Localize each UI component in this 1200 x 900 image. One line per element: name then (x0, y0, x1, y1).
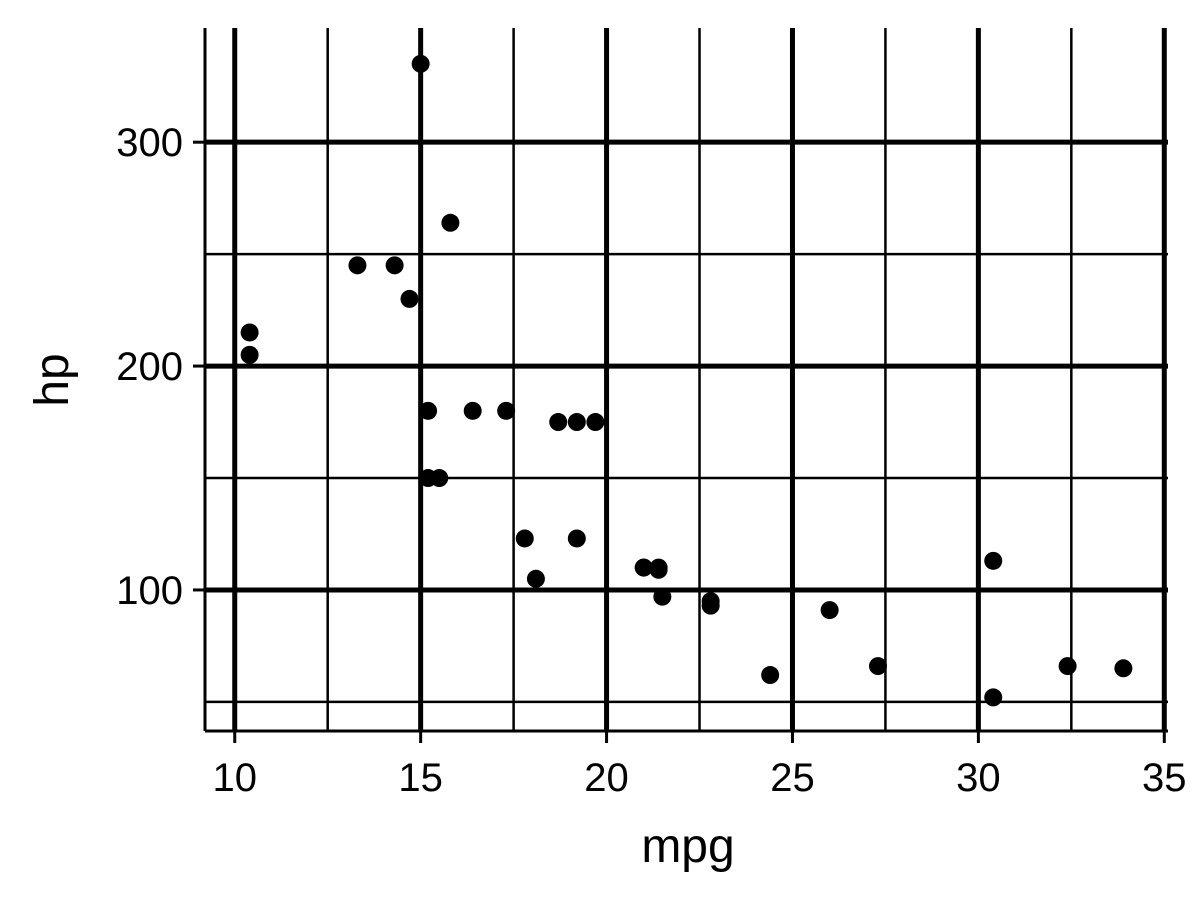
y-tick-label: 200 (116, 345, 183, 389)
data-point (419, 401, 438, 420)
data-point (400, 289, 419, 308)
major-gridlines (205, 28, 1168, 731)
data-point (820, 601, 839, 620)
x-tick-label: 30 (956, 756, 1001, 800)
data-point (526, 569, 545, 588)
data-point (497, 401, 516, 420)
axes (193, 28, 1168, 743)
y-axis-title: hp (26, 353, 79, 406)
x-tick-label: 35 (1142, 756, 1187, 800)
data-point (549, 413, 568, 432)
data-point (634, 558, 653, 577)
data-point (701, 592, 720, 611)
data-point (761, 666, 780, 685)
data-point (515, 529, 534, 548)
y-tick-label: 300 (116, 121, 183, 165)
data-point (419, 469, 438, 488)
data-point (567, 529, 586, 548)
data-point (240, 323, 259, 342)
x-tick-label: 10 (212, 756, 257, 800)
data-point (240, 345, 259, 364)
data-point (586, 413, 605, 432)
x-tick-label: 20 (584, 756, 629, 800)
x-tick-label: 25 (770, 756, 815, 800)
x-axis-title: mpg (641, 820, 734, 873)
data-point (984, 551, 1003, 570)
data-point (441, 213, 460, 232)
data-points (240, 54, 1133, 707)
x-tick-labels: 10 15 20 25 30 35 (212, 756, 1186, 800)
data-point (1114, 659, 1133, 678)
data-point (348, 256, 367, 275)
data-point (984, 688, 1003, 707)
x-tick-label: 15 (398, 756, 443, 800)
data-point (1058, 657, 1077, 676)
data-point (385, 256, 404, 275)
y-tick-label: 100 (116, 569, 183, 613)
data-point (567, 413, 586, 432)
y-tick-labels: 100 200 300 (116, 121, 183, 613)
minor-gridlines (205, 28, 1168, 731)
data-point (868, 657, 887, 676)
data-point (411, 54, 430, 73)
data-point (649, 560, 668, 579)
data-point (463, 401, 482, 420)
data-point (653, 587, 672, 606)
